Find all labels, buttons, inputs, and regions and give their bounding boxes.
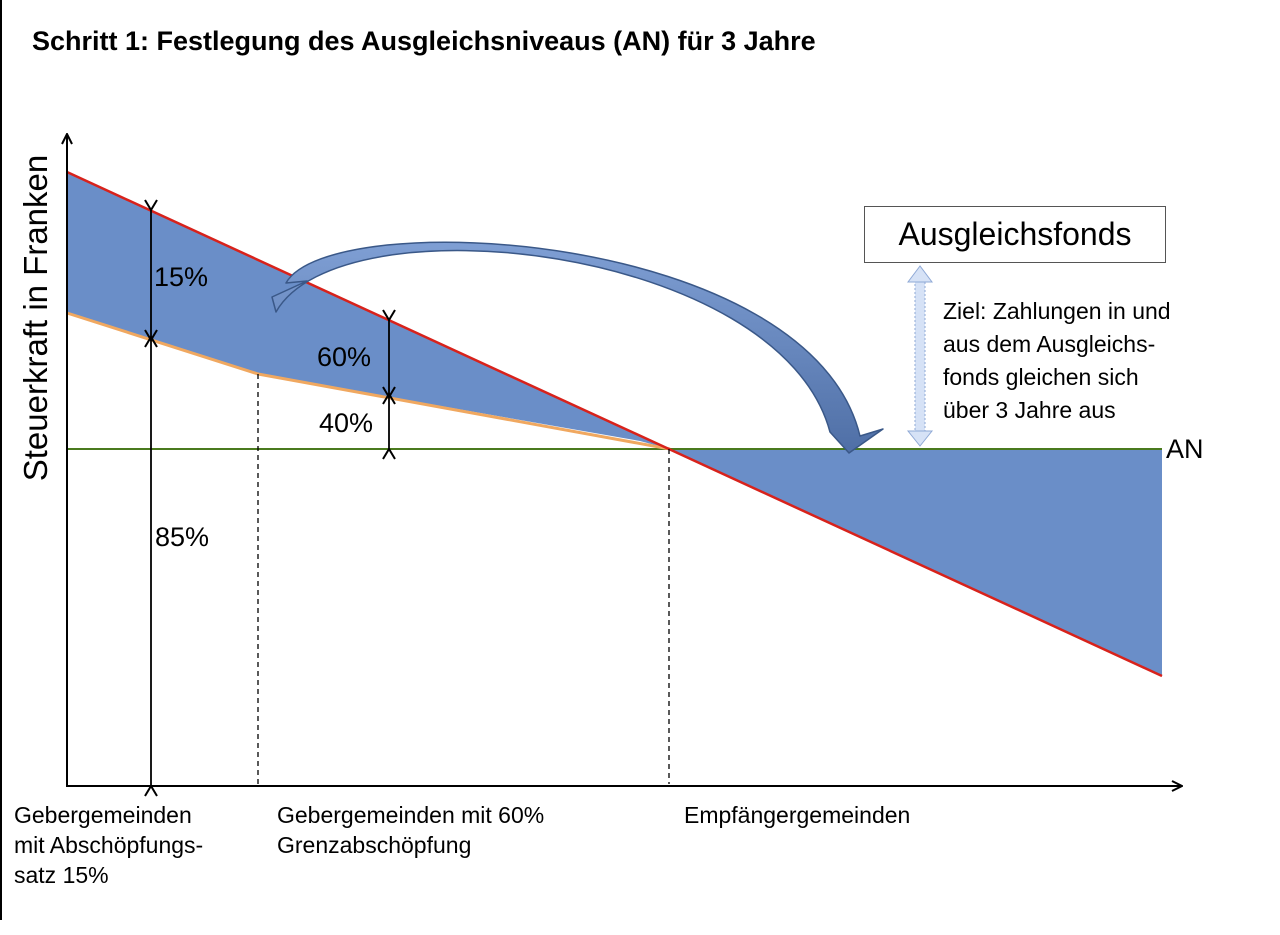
frame-left-border [0, 0, 2, 920]
category-donor-15: Gebergemeinden mit Abschöpfungs- satz 15… [14, 802, 204, 888]
fund-title: Ausgleichsfonds [898, 216, 1132, 252]
page-title: Schritt 1: Festlegung des Ausgleichsnive… [32, 26, 816, 56]
transfer-curved-arrow [271, 241, 884, 454]
y-axis-label: Steuerkraft in Franken [17, 154, 54, 482]
label-40-percent: 40% [319, 408, 374, 438]
label-60-percent: 60% [317, 342, 372, 372]
tax-capacity-line [66, 170, 1163, 678]
label-15-percent: 15% [154, 262, 209, 292]
label-85-percent: 85% [155, 522, 210, 552]
label-an: AN [1166, 434, 1204, 464]
category-donor-60: Gebergemeinden mit 60% Grenzabschöpfung [277, 802, 545, 858]
category-recipient: Empfängergemeinden [684, 802, 911, 828]
fund-box: Ausgleichsfonds [864, 206, 1166, 263]
fund-goal-text: Ziel: Zahlungen in und aus dem Ausgleich… [943, 298, 1171, 423]
fund-balance-arrow [906, 265, 934, 447]
